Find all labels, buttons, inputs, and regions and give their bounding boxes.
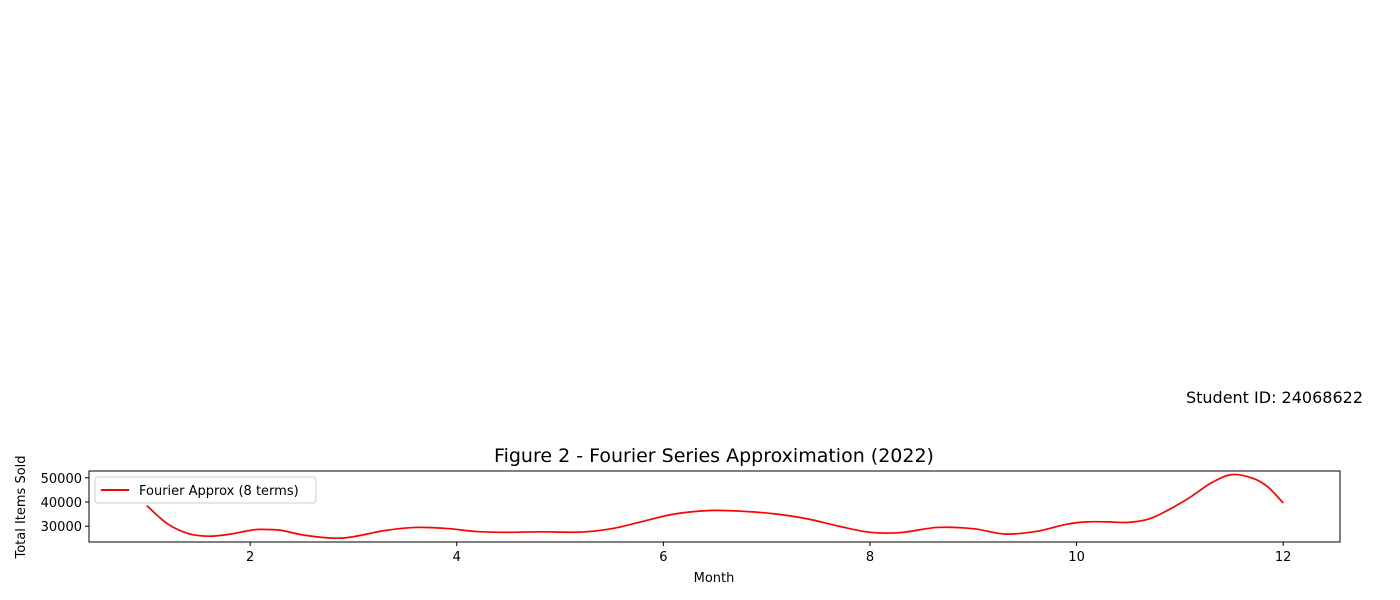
y-tick-label: 40000	[41, 496, 82, 511]
y-axis-label: Total Items Sold	[14, 455, 29, 559]
x-tick-label: 10	[1068, 550, 1085, 565]
series-line-fourier	[146, 473, 1284, 540]
x-tick-label: 12	[1275, 550, 1292, 565]
x-tick-label: 8	[866, 550, 874, 565]
legend: Fourier Approx (8 terms)	[94, 476, 317, 504]
ticks-layer: 2 4 6 8 10 12 30000 40000 50000	[41, 472, 1292, 565]
y-tick-label: 30000	[41, 520, 82, 535]
legend-box	[94, 476, 317, 504]
x-tick-label: 4	[453, 550, 461, 565]
legend-label-fourier: Fourier Approx (8 terms)	[139, 484, 299, 499]
x-tick-label: 6	[659, 550, 667, 565]
x-tick-label: 2	[246, 550, 254, 565]
axes-frame	[88, 470, 1341, 543]
x-axis-label: Month	[694, 571, 735, 586]
plot-area	[146, 473, 1284, 540]
student-id-annotation: Student ID: 24068622	[1186, 388, 1363, 407]
chart-title: Figure 2 - Fourier Series Approximation …	[494, 445, 934, 467]
y-tick-label: 50000	[41, 472, 82, 487]
